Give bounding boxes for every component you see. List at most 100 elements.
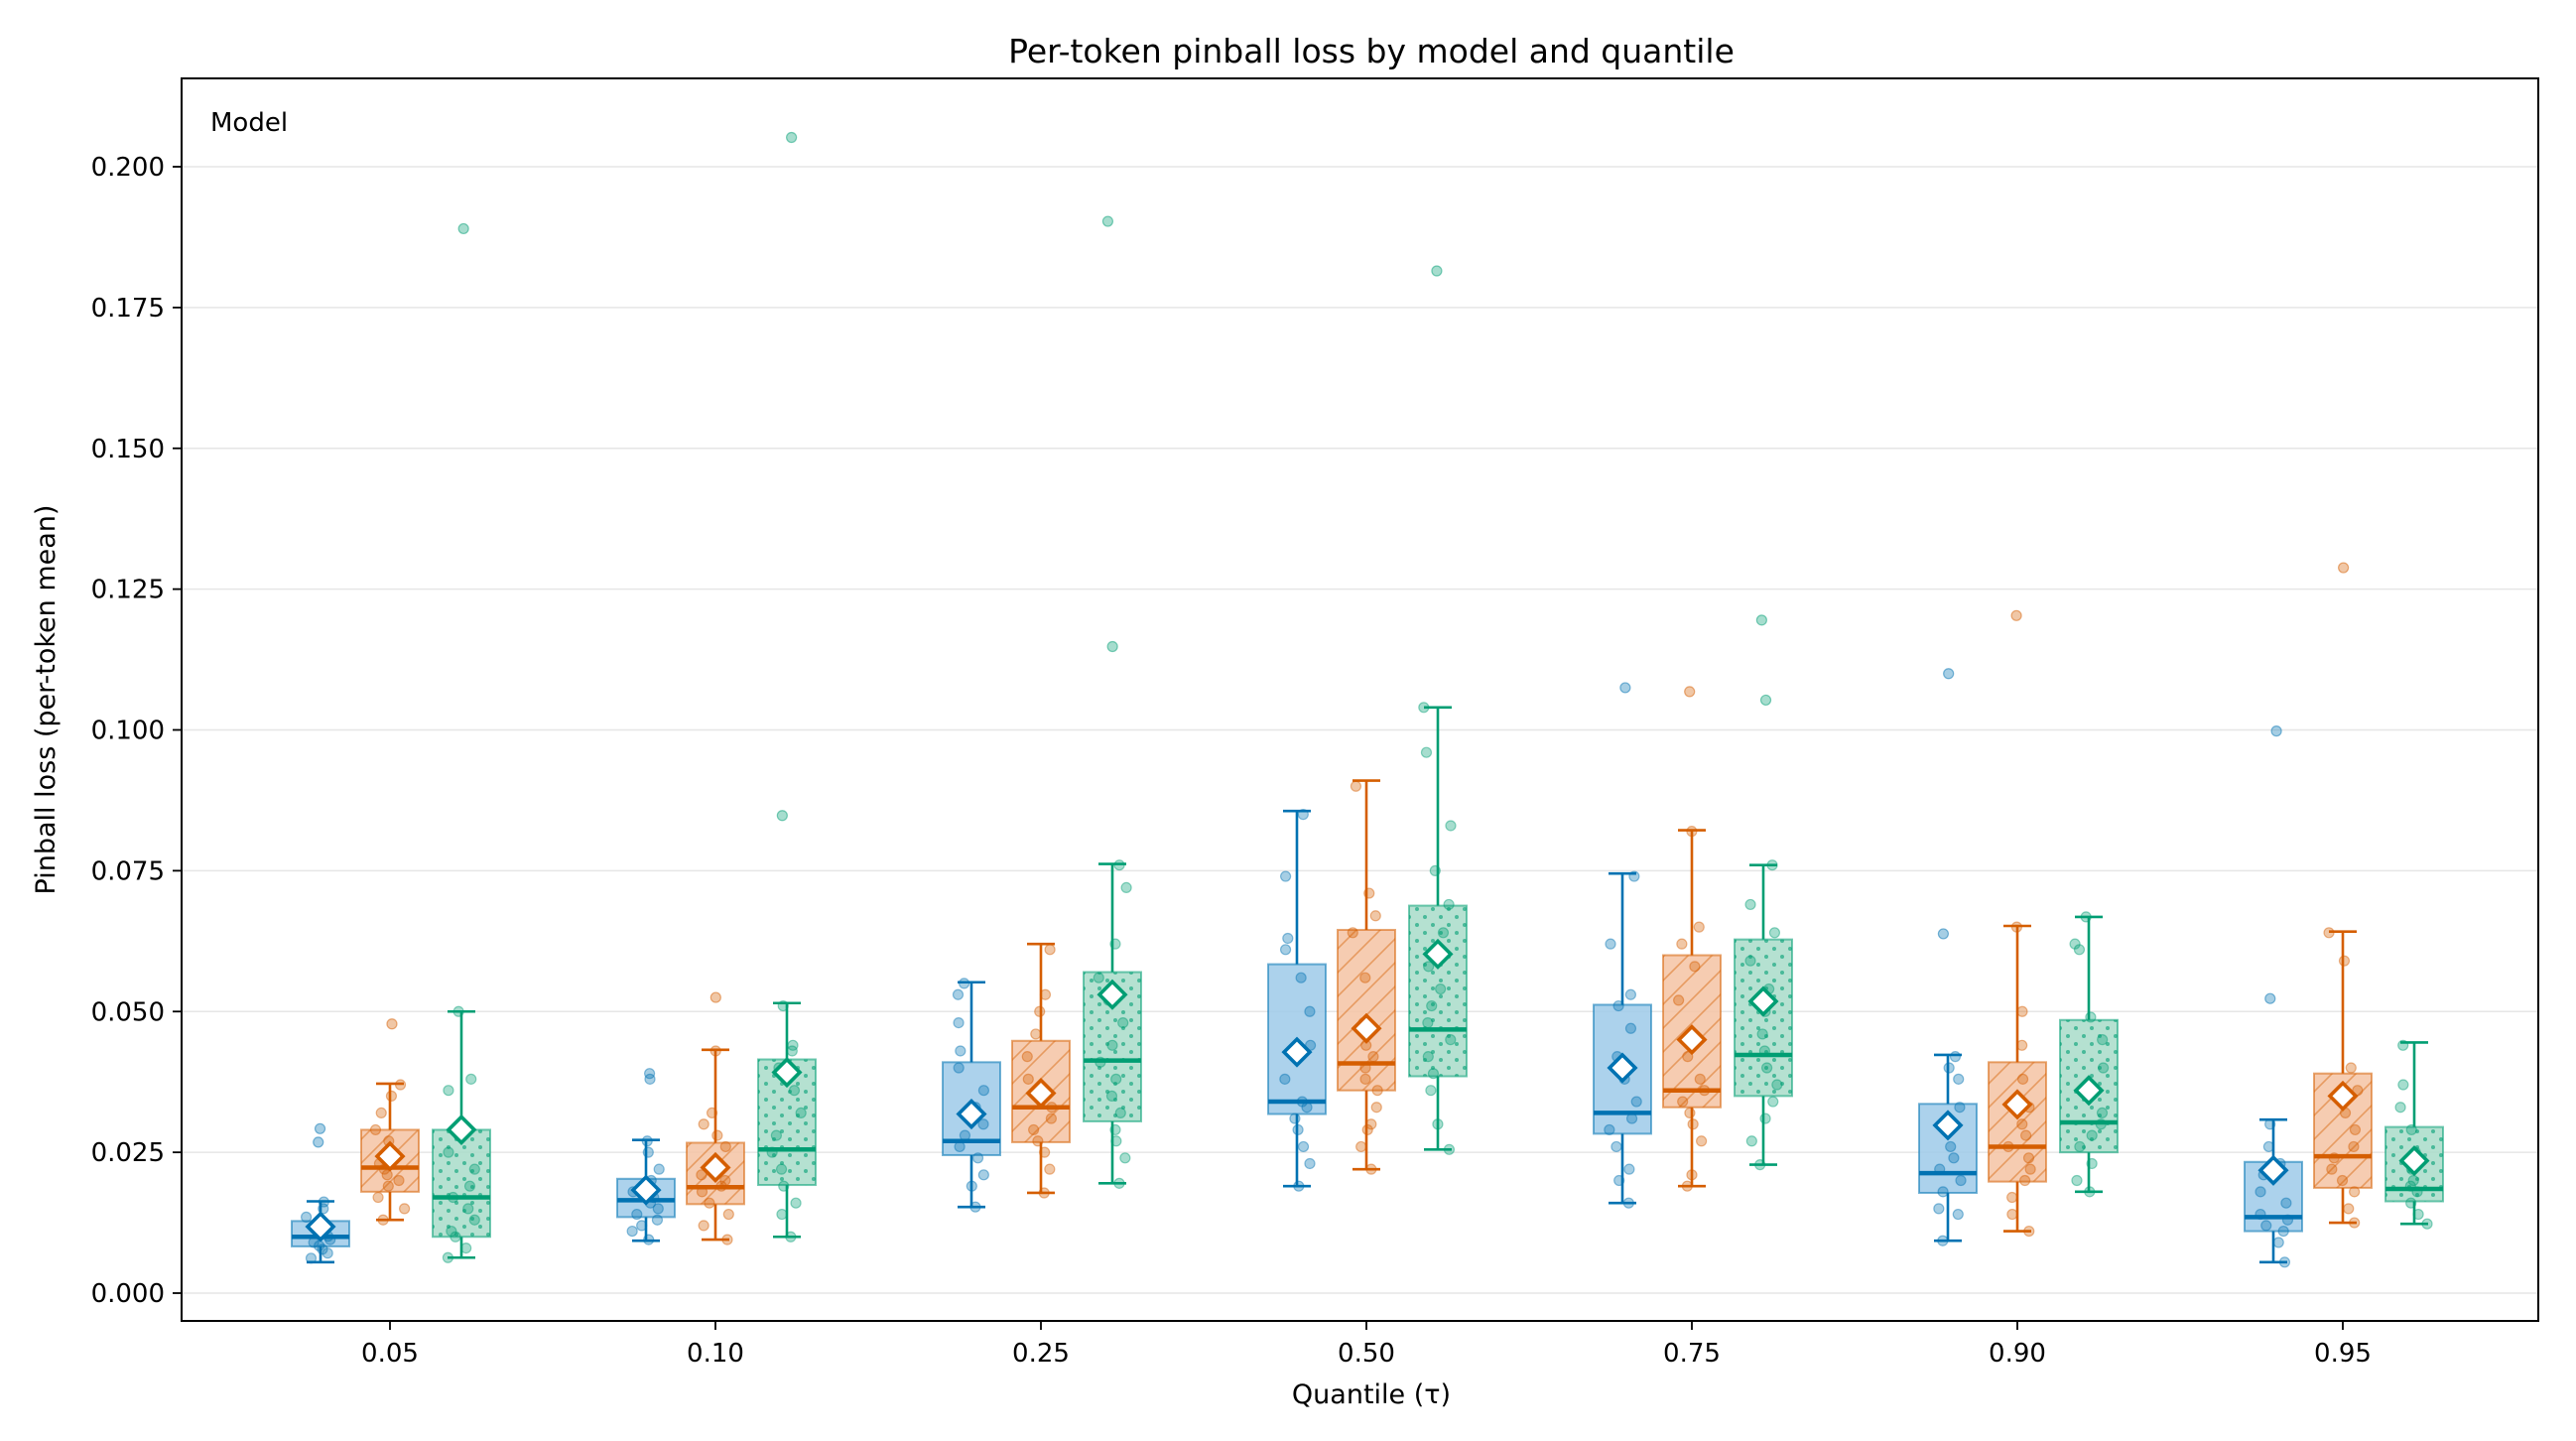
outlier-point — [386, 1018, 398, 1030]
data-point — [719, 1140, 731, 1153]
data-point — [448, 1191, 459, 1204]
data-point — [2397, 1079, 2409, 1091]
outlier-point — [786, 131, 798, 144]
data-point — [1605, 938, 1616, 950]
data-point — [795, 1107, 807, 1119]
data-point — [1365, 1163, 1377, 1175]
mean-marker — [2073, 1075, 2105, 1107]
y-tick-label: 0.125 — [91, 576, 165, 605]
data-point — [1113, 859, 1125, 871]
data-point — [2397, 1039, 2409, 1051]
data-point — [308, 1237, 320, 1248]
outlier-point — [776, 810, 788, 822]
data-point — [1948, 1152, 1960, 1164]
data-point — [1937, 1186, 1949, 1198]
y-axis-label: Pinball loss (per-token mean) — [31, 505, 62, 895]
data-point — [1355, 1140, 1367, 1153]
data-point — [1106, 1039, 1118, 1051]
box-outline — [1593, 1003, 1652, 1135]
box-group — [360, 1018, 420, 1226]
data-point — [952, 988, 965, 1000]
data-point — [1296, 1096, 1308, 1108]
data-point — [2002, 1140, 2014, 1153]
data-point — [1435, 982, 1447, 995]
data-point — [1613, 1174, 1625, 1187]
data-point — [1039, 988, 1052, 1000]
data-point — [696, 1186, 708, 1198]
mean-marker — [630, 1174, 662, 1206]
data-point — [1682, 1051, 1694, 1063]
data-point — [1304, 1157, 1316, 1170]
data-point — [1418, 702, 1430, 714]
data-point — [788, 1085, 801, 1097]
box-group — [2384, 1039, 2444, 1230]
data-point — [2073, 944, 2086, 956]
x-tick-label: 0.95 — [2314, 1339, 2372, 1369]
data-point — [305, 1252, 318, 1264]
x-tick-label: 0.10 — [687, 1339, 744, 1369]
data-point — [1044, 1163, 1056, 1175]
data-point — [1365, 1118, 1377, 1130]
outlier-point — [313, 1136, 324, 1148]
outlier-point — [1101, 215, 1114, 227]
box-group — [291, 1122, 350, 1264]
data-point — [652, 1203, 664, 1215]
data-point — [1045, 1113, 1057, 1124]
y-tick-label: 0.150 — [91, 435, 165, 464]
data-point — [651, 1214, 664, 1226]
data-point — [2272, 1237, 2284, 1248]
data-point — [377, 1214, 389, 1226]
outlier-point — [314, 1122, 326, 1134]
box-outline — [360, 1128, 420, 1193]
data-point — [2277, 1225, 2289, 1238]
data-point — [443, 1085, 454, 1097]
data-point — [452, 1005, 464, 1017]
data-point — [2006, 1191, 2018, 1204]
data-point — [1934, 1163, 1946, 1175]
data-point — [1293, 1180, 1305, 1192]
data-point — [971, 1152, 984, 1164]
box-outline — [1734, 938, 1793, 1098]
data-point — [1114, 1107, 1126, 1119]
data-point — [715, 1180, 727, 1192]
data-point — [2097, 1034, 2109, 1046]
data-point — [719, 1174, 731, 1187]
data-point — [1624, 988, 1636, 1000]
data-point — [1767, 1096, 1779, 1108]
x-tick-label: 0.25 — [1012, 1339, 1070, 1369]
data-point — [2348, 1140, 2360, 1153]
box-outline — [1011, 1039, 1071, 1143]
box-dots — [433, 1129, 490, 1238]
box-outline — [686, 1141, 745, 1206]
data-point — [698, 1118, 709, 1130]
data-point — [1347, 927, 1358, 939]
data-point — [644, 1068, 656, 1080]
box-outline — [2313, 1072, 2373, 1189]
box-outline — [1337, 928, 1396, 1092]
mean-marker — [305, 1211, 336, 1243]
box-group — [1337, 779, 1396, 1175]
data-point — [2095, 1118, 2107, 1130]
data-point — [1361, 1123, 1373, 1136]
data-point — [2280, 1197, 2292, 1209]
mean-marker — [446, 1114, 477, 1145]
data-point — [2097, 1062, 2110, 1074]
data-point — [1297, 809, 1309, 821]
data-point — [1445, 820, 1457, 832]
data-point — [2254, 1208, 2266, 1221]
data-point — [1768, 927, 1781, 939]
data-point — [2084, 1186, 2096, 1198]
box-dots — [1735, 939, 1792, 1097]
data-point — [1943, 1062, 1955, 1074]
data-point — [1949, 1051, 1962, 1063]
mean-marker — [2257, 1154, 2289, 1186]
data-point — [2016, 1039, 2028, 1051]
box-group — [1593, 682, 1652, 1209]
data-point — [385, 1090, 398, 1102]
data-point — [2421, 1218, 2433, 1230]
mean-marker — [1932, 1110, 1964, 1141]
mean-marker — [771, 1056, 803, 1089]
data-point — [2096, 1107, 2109, 1119]
data-point — [318, 1196, 329, 1208]
